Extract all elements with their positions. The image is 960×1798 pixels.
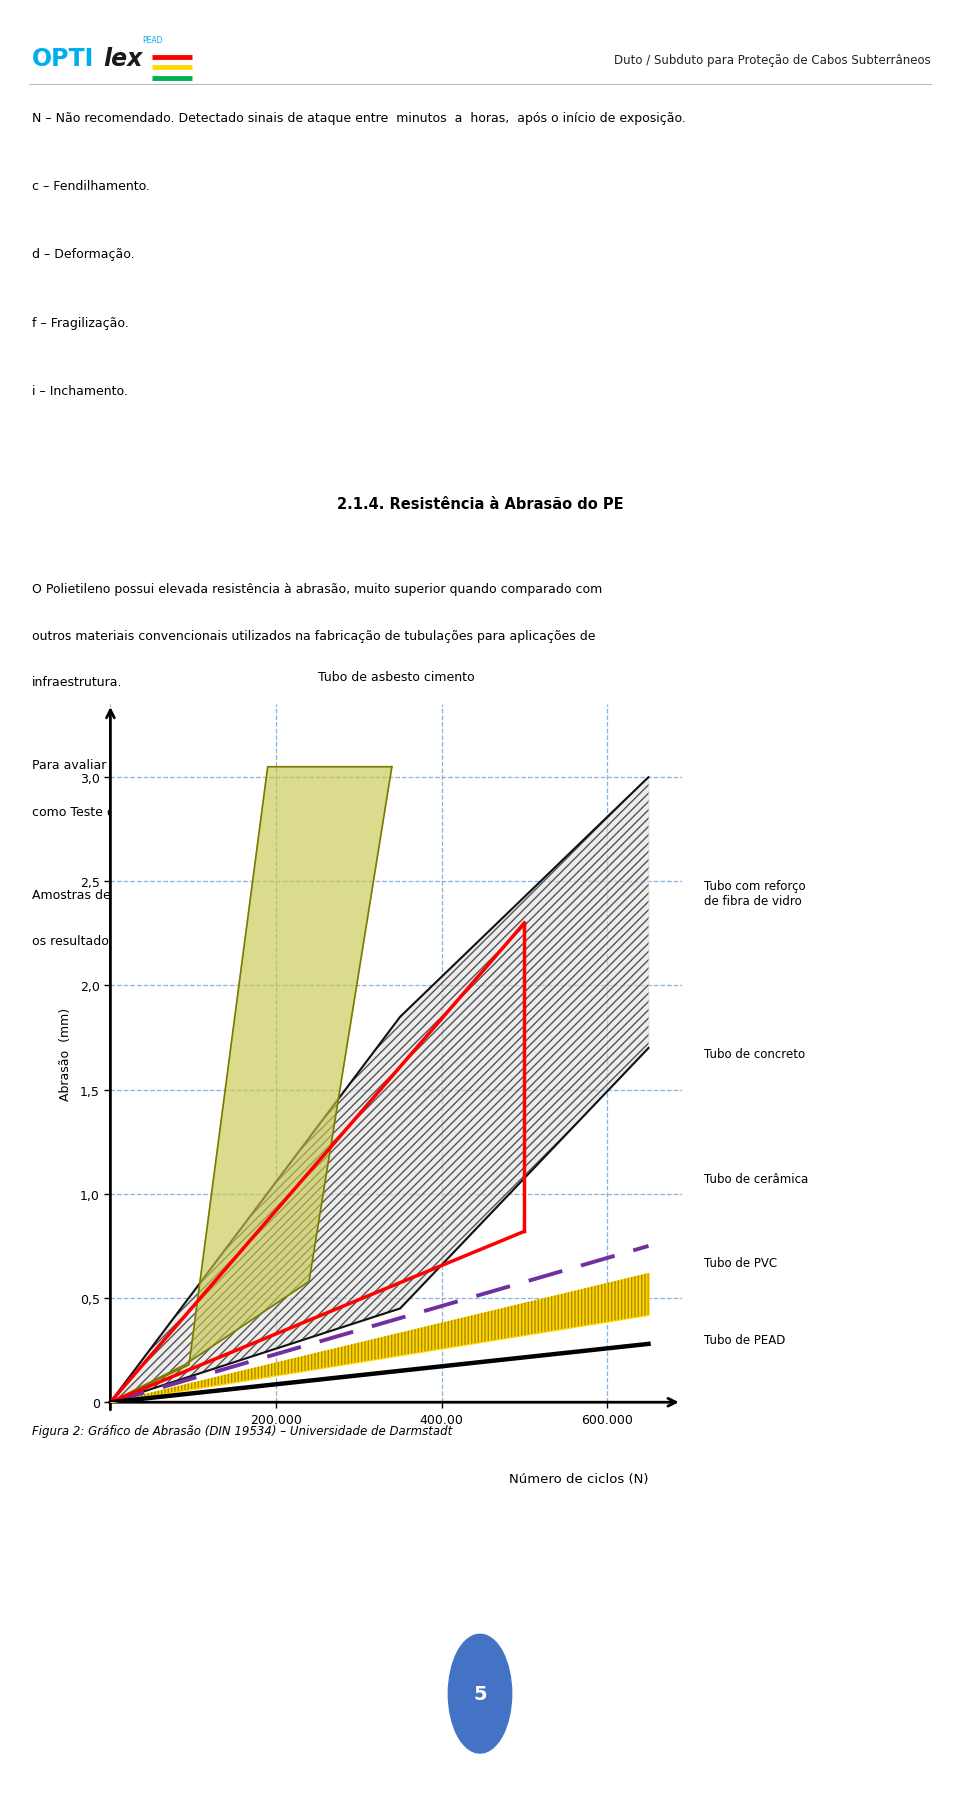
Text: Duto / Subduto para Proteção de Cabos Subterrâneos: Duto / Subduto para Proteção de Cabos Su… [614,54,931,67]
X-axis label: Número de ciclos (N): Número de ciclos (N) [509,1473,649,1485]
Text: 2.1.4. Resistência à Abrasão do PE: 2.1.4. Resistência à Abrasão do PE [337,496,623,511]
Text: Tubo de PEAD: Tubo de PEAD [705,1332,786,1347]
Text: infraestrutura.: infraestrutura. [32,676,122,689]
Text: O Polietileno possui elevada resistência à abrasão, muito superior quando compar: O Polietileno possui elevada resistência… [32,583,602,595]
Text: Tubo de concreto: Tubo de concreto [705,1046,805,1061]
Text: os resultados encontrados estão indicados no gráfico da figura 2.: os resultados encontrados estão indicado… [32,935,443,948]
Text: Tubo com reforço
de fibra de vidro: Tubo com reforço de fibra de vidro [705,879,806,908]
Text: lex: lex [104,47,143,70]
Text: f – Fragilização.: f – Fragilização. [32,316,129,329]
Text: PEAD: PEAD [142,36,162,45]
Text: Tubo de asbesto cimento: Tubo de asbesto cimento [318,671,474,683]
Circle shape [448,1634,512,1753]
Text: N – Não recomendado. Detectado sinais de ataque entre  minutos  a  horas,  após : N – Não recomendado. Detectado sinais de… [32,111,685,124]
Text: Amostras de tubos de diferentes materiais foram submetidas ao mesmo ensaio de ab: Amostras de tubos de diferentes materiai… [32,888,617,901]
Polygon shape [110,768,392,1402]
Text: Tubo de cerâmica: Tubo de cerâmica [705,1172,808,1185]
Text: outros materiais convencionais utilizados na fabricação de tubulações para aplic: outros materiais convencionais utilizado… [32,629,595,642]
Y-axis label: Abrasão  (mm): Abrasão (mm) [59,1007,72,1100]
Text: Figura 2: Gráfico de Abrasão (DIN 19534) – Universidade de Darmstadt: Figura 2: Gráfico de Abrasão (DIN 19534)… [32,1424,452,1437]
Text: OPTI: OPTI [32,47,94,70]
Text: c – Fendilhamento.: c – Fendilhamento. [32,180,150,192]
Text: d – Deformação.: d – Deformação. [32,248,134,261]
Text: Para avaliar essa propriedade foi desenvolvido um método de ensaio, que ficou co: Para avaliar essa propriedade foi desenv… [32,759,600,771]
Text: 5: 5 [473,1685,487,1703]
Text: i – Inchamento.: i – Inchamento. [32,385,128,397]
Text: como Teste de Abrasão de Darmstadt, padronizado na norma DIN 19534.: como Teste de Abrasão de Darmstadt, padr… [32,806,491,818]
Text: Gráfico  - Resistência à Abrasão de Tubos: Gráfico - Resistência à Abrasão de Tubos [293,1018,667,1032]
Text: Tubo de PVC: Tubo de PVC [705,1257,778,1269]
